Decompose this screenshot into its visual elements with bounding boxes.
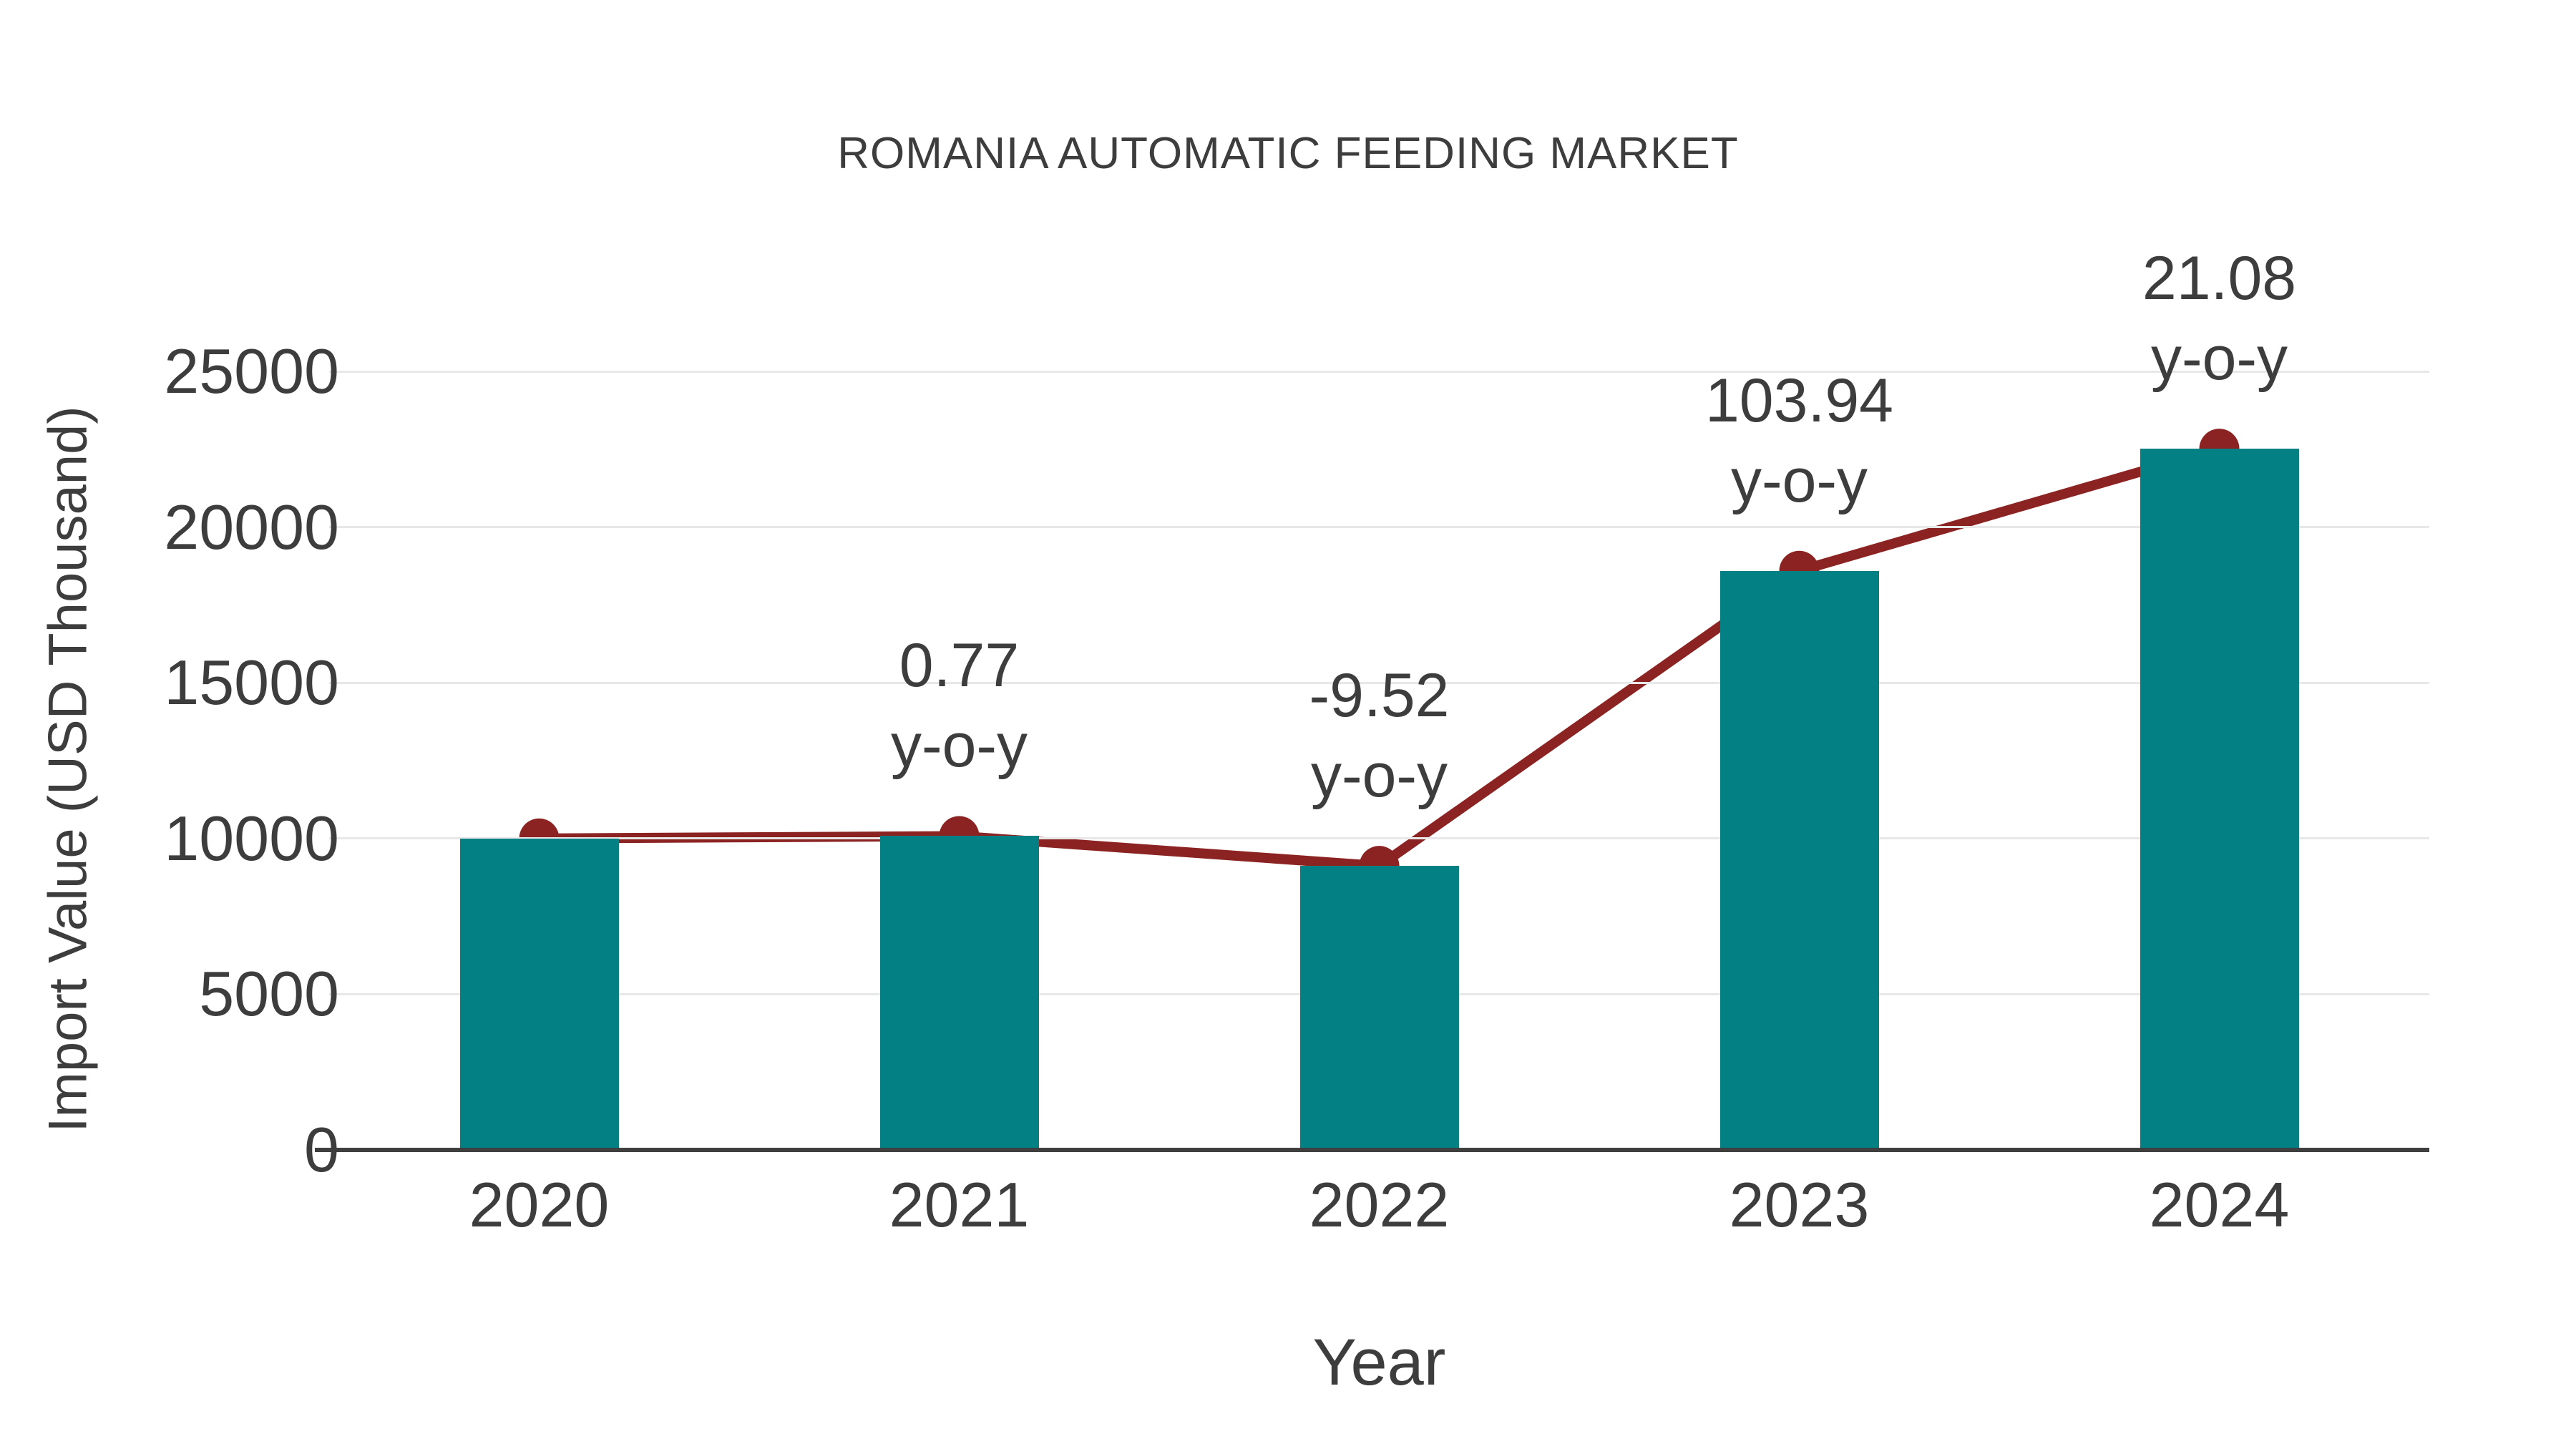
bar-2022 xyxy=(1299,866,1459,1150)
y-tick-label: 5000 xyxy=(199,958,339,1030)
bar-2023 xyxy=(1719,570,1879,1150)
x-tick-label-2022: 2022 xyxy=(1309,1169,1450,1240)
y-tick-label: 0 xyxy=(304,1114,339,1185)
y-tick-label: 25000 xyxy=(164,336,339,406)
x-tick-label-2020: 2020 xyxy=(469,1169,610,1240)
point-label-2023: 103.94 y-o-y xyxy=(1571,361,2029,521)
chart-title: ROMANIA AUTOMATIC FEEDING MARKET xyxy=(837,129,1739,178)
point-label-line: y-o-y xyxy=(2150,324,2288,394)
x-axis-title: Year xyxy=(1312,1326,1446,1399)
x-tick-label-2021: 2021 xyxy=(889,1169,1030,1240)
point-label-line: -9.52 xyxy=(1309,661,1450,731)
gridline-15000 xyxy=(329,681,2429,684)
x-tick-label-2024: 2024 xyxy=(2149,1169,2290,1240)
point-label-line: 0.77 xyxy=(899,631,1020,701)
point-label-line: 21.08 xyxy=(2142,244,2297,313)
y-tick-label: 20000 xyxy=(164,491,339,562)
bar-2024 xyxy=(2140,449,2299,1150)
bar-2020 xyxy=(459,838,619,1150)
point-label-2024: 21.08 y-o-y xyxy=(1991,238,2449,399)
plot-area: 0.77 y-o-y -9.52 y-o-y 103.94 y-o-y 21.08 y-o-y xyxy=(329,244,2429,1150)
gridline-10000 xyxy=(329,837,2429,840)
point-label-line: 103.94 xyxy=(1704,366,1894,435)
gridline-25000 xyxy=(329,370,2429,373)
point-label-2022: -9.52 y-o-y xyxy=(1151,655,1609,816)
gridline-20000 xyxy=(329,526,2429,529)
x-tick-label-2023: 2023 xyxy=(1729,1169,1870,1240)
x-axis-line xyxy=(315,1148,2429,1152)
point-label-line: y-o-y xyxy=(890,711,1028,781)
y-tick-label: 15000 xyxy=(164,647,339,718)
point-label-2021: 0.77 y-o-y xyxy=(731,625,1189,786)
point-label-line: y-o-y xyxy=(1310,741,1448,811)
point-label-line: y-o-y xyxy=(1730,446,1868,515)
y-tick-label: 10000 xyxy=(164,802,339,874)
bar-2021 xyxy=(879,836,1039,1150)
y-axis-title: Import Value (USD Thousand) xyxy=(37,406,99,1133)
